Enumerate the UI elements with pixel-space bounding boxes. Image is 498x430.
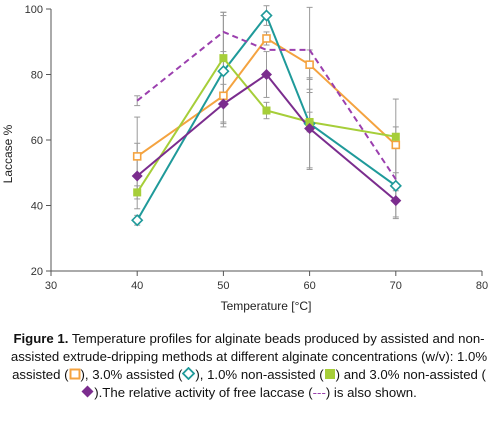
caption-text-4: ) and 3.0% non-assisted (	[335, 367, 486, 382]
line-chart: 20 40 60 80 100 30 40 50 60 70 80 Temperature [°C]…	[1, 4, 488, 313]
data-point	[305, 117, 314, 126]
caption-text-3: ), 1.0% non-assisted (	[195, 367, 324, 382]
data-point	[304, 123, 316, 135]
x-tick-label: 70	[390, 280, 402, 292]
data-point	[217, 98, 229, 110]
x-axis-title: Temperature [°C]	[221, 299, 312, 313]
chart-axes	[46, 8, 483, 276]
open-square-icon	[69, 368, 81, 380]
open-diamond-icon	[182, 367, 196, 380]
data-point	[217, 65, 230, 78]
caption-text-1: Temperature profiles for alginate beads …	[10, 331, 488, 382]
caption-text-5: ).The relative activity of free laccase …	[94, 385, 313, 400]
data-point	[262, 106, 271, 115]
series-markers	[131, 9, 402, 227]
x-tick-label: 40	[131, 280, 143, 292]
y-tick-label: 100	[25, 4, 43, 16]
tick-labels: 20 40 60 80 100 30 40 50 60 70 80	[25, 4, 488, 292]
data-point	[389, 179, 402, 192]
data-point	[305, 60, 314, 69]
data-point	[219, 91, 228, 101]
data-point	[390, 195, 402, 207]
data-point	[132, 152, 142, 161]
x-tick-label: 60	[303, 280, 315, 292]
caption-label: Figure 1.	[13, 331, 69, 346]
y-tick-label: 20	[31, 266, 43, 278]
y-tick-label: 80	[31, 70, 43, 82]
data-point	[391, 132, 400, 141]
series-line	[136, 30, 397, 180]
x-tick-label: 50	[217, 280, 229, 292]
x-tick-label: 80	[476, 280, 488, 292]
free-laccase-dashed-symbol: ---	[312, 385, 326, 400]
data-point	[260, 9, 273, 22]
y-axis-title: Laccase %	[1, 124, 15, 183]
caption-text-2: ), 3.0% assisted (	[80, 367, 183, 382]
data-point	[262, 34, 271, 43]
figure-caption: Figure 1. Temperature profiles for algin…	[8, 330, 490, 402]
filled-diamond-icon	[81, 385, 94, 398]
y-tick-label: 60	[31, 135, 43, 147]
data-point	[391, 140, 401, 150]
x-tick-label: 30	[45, 280, 57, 292]
data-point	[219, 54, 228, 63]
data-point	[131, 214, 144, 227]
caption-text-6: ) is also shown.	[325, 385, 417, 400]
data-point	[131, 170, 143, 182]
y-tick-label: 40	[31, 201, 43, 213]
filled-square-icon	[324, 368, 336, 380]
data-point	[133, 188, 142, 197]
data-point	[261, 69, 272, 80]
